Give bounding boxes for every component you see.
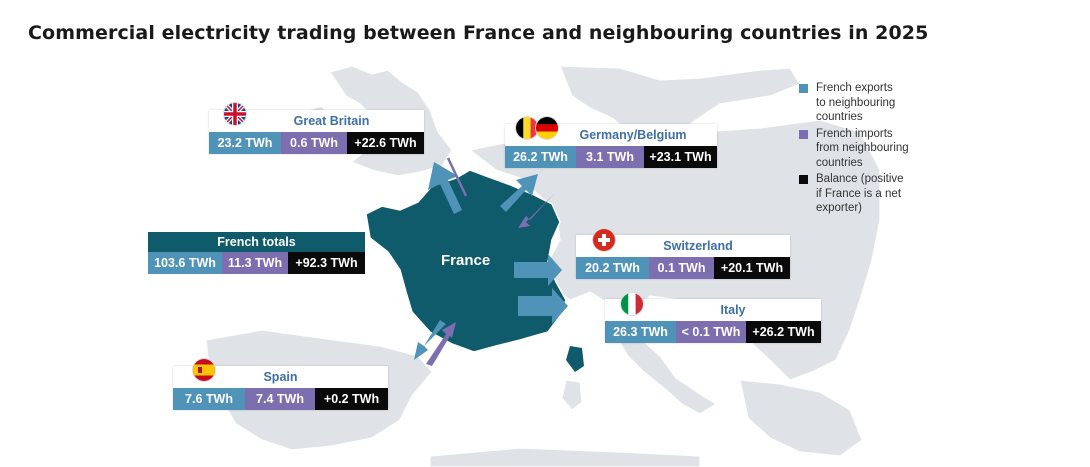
switzerland-flag-icon [593,229,615,251]
spain-exports: 7.6 TWh [173,388,245,410]
germany-belgium-card: Germany/Belgium 26.2 TWh 3.1 TWh +23.1 T… [505,124,717,168]
legend-item-imports: French imports from neighbouring countri… [799,127,939,171]
flow-arrows [414,157,568,366]
belgium-flag-icon [516,117,538,139]
switzerland-balance: +20.1 TWh [714,257,790,279]
spain-flag-icon [193,359,215,381]
legend-item-exports: French exports to neighbouring countries [799,81,939,125]
switzerland-name: Switzerland [663,239,733,253]
italy-exports: 26.3 TWh [605,321,676,343]
great-britain-name: Great Britain [293,114,370,128]
legend-exports-line-1: French exports [816,82,893,94]
scandinavia-land [559,65,801,137]
legend-item-balance: Balance (positive if France is a net exp… [799,172,939,216]
legend-balance-line-3: exporter) [816,202,863,214]
great-britain-imports: 0.6 TWh [281,132,347,154]
totals-name: French totals [217,235,296,249]
spain-balance: +0.2 TWh [315,388,388,410]
spain-values-row: 7.6 TWh 7.4 TWh +0.2 TWh [173,388,388,410]
great-britain-balance: +22.6 TWh [347,132,424,154]
legend-balance-line-2: if France is a net [816,187,902,200]
uk-flag-icon [224,103,246,125]
switzerland-export-arrow [514,254,562,286]
germany-export-arrow [500,174,538,212]
germany-belgium-values-row: 26.2 TWh 3.1 TWh +23.1 TWh [505,146,717,168]
legend-swatch-imports [799,129,808,139]
great-britain-values-row: 23.2 TWh 0.6 TWh +22.6 TWh [209,132,424,154]
switzerland-exports: 20.2 TWh [576,257,649,279]
legend-swatch-exports [799,84,808,93]
legend-exports-line-2: to neighbouring [816,96,896,109]
legend: French exports to neighbouring countries… [799,81,939,218]
legend-imports-line-3: countries [816,156,863,169]
totals-values-row: 103.6 TWh 11.3 TWh +92.3 TWh [148,252,365,274]
italy-card: Italy 26.3 TWh < 0.1 TWh +26.2 TWh [605,299,821,343]
balkans-land [739,379,863,457]
gb-import-arrow [446,157,468,197]
germany-import-arrow [518,194,554,228]
germany-belgium-balance: +23.1 TWh [644,146,717,168]
italy-imports: < 0.1 TWh [676,321,746,343]
legend-imports-line-1: French imports [816,127,893,140]
legend-swatch-balance [799,175,808,184]
italy-name: Italy [720,303,746,317]
totals-balance: +92.3 TWh [288,252,365,274]
italy-flag-icon [621,293,643,315]
legend-imports-line-2: from neighbouring [816,142,909,154]
totals-imports: 11.3 TWh [222,252,288,274]
totals-exports: 103.6 TWh [148,252,222,274]
legend-balance-line-1: Balance (positive [816,173,904,185]
france-map-label: France [441,252,491,269]
great-britain-exports: 23.2 TWh [209,132,281,154]
sardinia-land [561,379,583,411]
gb-export-arrow [428,162,462,214]
corsica-france-land [566,346,584,372]
spain-card: Spain 7.6 TWh 7.4 TWh +0.2 TWh [173,366,388,410]
spain-imports: 7.4 TWh [245,388,315,410]
switzerland-values-row: 20.2 TWh 0.1 TWh +20.1 TWh [576,257,790,279]
chart-title: Commercial electricity trading between F… [28,22,929,44]
switzerland-imports: 0.1 TWh [649,257,714,279]
north-africa-land [429,447,701,467]
french-totals-card: French totals 103.6 TWh 11.3 TWh +92.3 T… [148,232,365,274]
spain-import-arrow [426,322,456,366]
germany-belgium-exports: 26.2 TWh [505,146,576,168]
italy-export-arrow [518,288,568,324]
italy-values-row: 26.3 TWh < 0.1 TWh +26.2 TWh [605,321,821,343]
spain-name: Spain [263,370,298,384]
spain-export-arrow [414,320,446,360]
legend-exports-line-3: countries [816,111,863,123]
germany-flag-icon [536,117,558,139]
germany-belgium-name: Germany/Belgium [579,128,687,142]
germany-belgium-imports: 3.1 TWh [576,146,644,168]
switzerland-card: Switzerland 20.2 TWh 0.1 TWh +20.1 TWh [576,235,790,279]
italy-balance: +26.2 TWh [746,321,821,343]
italy-peninsula-land [610,328,718,415]
